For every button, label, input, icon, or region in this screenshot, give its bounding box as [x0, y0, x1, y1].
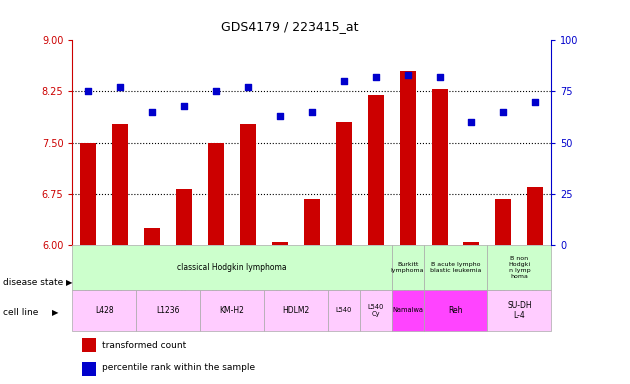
Bar [81, 142, 96, 245]
Text: Burkitt
lymphoma: Burkitt lymphoma [391, 262, 425, 273]
Bar [464, 242, 479, 245]
Point [498, 109, 508, 115]
Point [83, 88, 93, 94]
Bar [200, 290, 264, 331]
Bar [176, 189, 192, 245]
Text: KM-H2: KM-H2 [220, 306, 244, 315]
Bar [208, 142, 224, 245]
Bar [495, 199, 512, 245]
Text: classical Hodgkin lymphoma: classical Hodgkin lymphoma [177, 263, 287, 272]
Bar [328, 290, 360, 331]
Bar [432, 89, 447, 245]
Bar [144, 228, 160, 245]
Point [435, 74, 445, 80]
Text: L540: L540 [336, 308, 352, 313]
Point [147, 109, 158, 115]
Text: L1236: L1236 [156, 306, 180, 315]
Point [466, 119, 476, 125]
Bar [240, 124, 256, 245]
Text: L540
Cy: L540 Cy [367, 304, 384, 317]
Bar [112, 124, 129, 245]
Text: Reh: Reh [448, 306, 463, 315]
Text: ▶: ▶ [66, 278, 72, 287]
Bar [272, 242, 288, 245]
Text: Namalwa: Namalwa [392, 308, 423, 313]
Text: ▶: ▶ [52, 308, 58, 318]
Bar [304, 199, 320, 245]
Text: cell line: cell line [3, 308, 38, 318]
Point [339, 78, 349, 84]
Bar [136, 290, 200, 331]
Bar [392, 245, 423, 290]
Bar [399, 71, 416, 245]
Bar [82, 362, 96, 376]
Bar [527, 187, 543, 245]
Bar [72, 245, 392, 290]
Text: disease state: disease state [3, 278, 64, 287]
Bar [264, 290, 328, 331]
Bar [336, 122, 352, 245]
Text: B acute lympho
blastic leukemia: B acute lympho blastic leukemia [430, 262, 481, 273]
Point [243, 84, 253, 91]
Point [307, 109, 317, 115]
Bar [488, 290, 551, 331]
Bar [368, 95, 384, 245]
Bar [423, 245, 488, 290]
Bar [488, 245, 551, 290]
Bar [360, 290, 392, 331]
Text: transformed count: transformed count [102, 341, 186, 350]
Point [530, 99, 541, 105]
Point [403, 72, 413, 78]
Text: HDLM2: HDLM2 [282, 306, 309, 315]
Point [179, 103, 189, 109]
Bar [423, 290, 488, 331]
Point [275, 113, 285, 119]
Point [211, 88, 221, 94]
Text: percentile rank within the sample: percentile rank within the sample [102, 363, 255, 372]
Text: B non
Hodgki
n lymp
homa: B non Hodgki n lymp homa [508, 256, 530, 279]
Bar [72, 290, 136, 331]
Bar [392, 290, 423, 331]
Bar [82, 338, 96, 353]
Text: L428: L428 [95, 306, 113, 315]
Text: GDS4179 / 223415_at: GDS4179 / 223415_at [221, 20, 358, 33]
Point [370, 74, 381, 80]
Point [115, 84, 125, 91]
Text: SU-DH
L-4: SU-DH L-4 [507, 301, 532, 320]
